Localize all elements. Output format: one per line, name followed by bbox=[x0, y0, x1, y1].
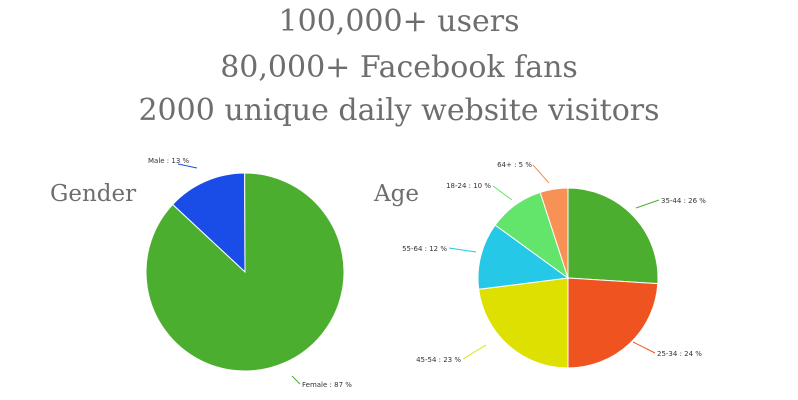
age-label-25-34-leader bbox=[632, 341, 656, 354]
age-slice-64-plus bbox=[539, 187, 569, 279]
gender-slice-female bbox=[145, 172, 345, 372]
age-label-55-64-leader bbox=[448, 247, 477, 253]
gender-label-male-leader bbox=[177, 163, 198, 169]
gender-label-male: Male : 13 % bbox=[148, 157, 190, 165]
gender-label-female: Female : 87 % bbox=[302, 381, 352, 389]
age-label-18-24-leader bbox=[492, 185, 513, 201]
age-label-25-34: 25-34 : 24 % bbox=[657, 350, 702, 358]
age-slice-35-44 bbox=[567, 187, 659, 285]
age-chart-title: Age bbox=[374, 181, 419, 207]
age-label-64-plus: 64+ : 5 % bbox=[497, 161, 532, 169]
age-slice-45-54 bbox=[478, 277, 569, 369]
age-label-45-54-leader bbox=[462, 344, 487, 360]
age-label-18-24: 18-24 : 10 % bbox=[446, 182, 491, 190]
age-label-35-44-leader bbox=[635, 199, 660, 209]
headline-daily-visitors: 2000 unique daily website visitors bbox=[138, 93, 660, 128]
age-slice-55-64 bbox=[477, 224, 570, 290]
gender-label-female-leader bbox=[291, 375, 301, 385]
age-label-64-plus-leader bbox=[532, 164, 550, 184]
age-label-45-54: 45-54 : 23 % bbox=[416, 356, 461, 364]
age-slice-25-34 bbox=[567, 277, 659, 369]
headline-users: 100,000+ users bbox=[278, 4, 520, 39]
age-label-35-44: 35-44 : 26 % bbox=[661, 197, 706, 205]
headline-facebook-fans: 80,000+ Facebook fans bbox=[220, 50, 578, 85]
age-label-55-64: 55-64 : 12 % bbox=[402, 245, 447, 253]
gender-slice-male bbox=[171, 172, 246, 274]
gender-chart-title: Gender bbox=[50, 181, 137, 207]
